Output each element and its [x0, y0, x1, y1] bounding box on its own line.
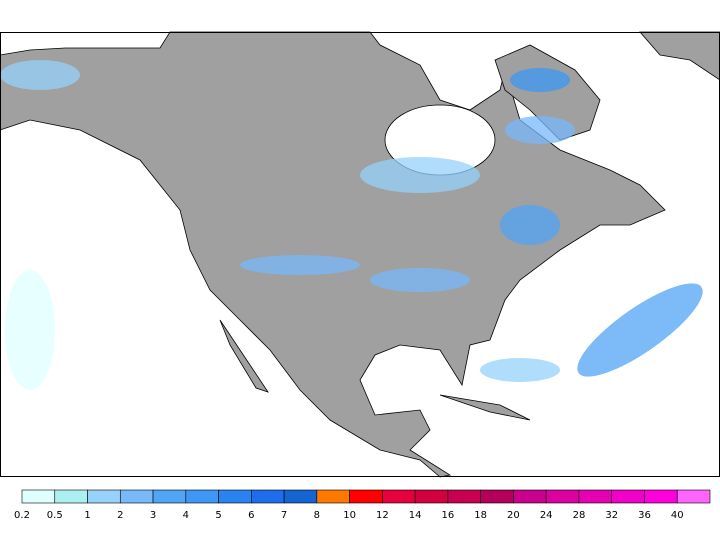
legend-label: 7 — [281, 510, 287, 521]
legend-swatch — [480, 489, 514, 504]
legend-label: 24 — [540, 510, 553, 521]
legend-label: 5 — [215, 510, 221, 521]
cuba — [439, 394, 531, 421]
legend-swatch — [119, 489, 154, 504]
legend-swatch — [218, 489, 252, 504]
legend-label: 1 — [84, 510, 90, 521]
legend-label: 20 — [507, 510, 520, 521]
land — [0, 31, 666, 478]
precip-area — [505, 116, 575, 144]
legend-label: 12 — [376, 510, 389, 521]
baja — [219, 319, 269, 393]
legend-label: 8 — [314, 510, 320, 521]
legend-label: 28 — [573, 510, 586, 521]
precip-area — [240, 255, 360, 275]
precip-area — [0, 60, 80, 90]
precip-area — [5, 270, 55, 390]
legend-swatch — [316, 489, 350, 504]
legend-swatch — [578, 489, 613, 504]
legend-swatch — [87, 489, 121, 504]
precip-area — [577, 283, 703, 377]
legend-label: 3 — [150, 510, 156, 521]
precip-area — [370, 268, 470, 292]
legend-swatch — [283, 489, 318, 504]
legend-swatch — [185, 489, 219, 504]
legend-label: 0.2 — [14, 510, 30, 521]
color-legend: 0.2 0.5 1 2 3 4 5 6 7 8 10 12 14 16 18 20 24 28 32 36 40 — [14, 489, 711, 521]
legend-swatch — [152, 489, 187, 504]
precipitation — [0, 60, 703, 390]
legend-label: 32 — [605, 510, 618, 521]
legend-label: 16 — [442, 510, 455, 521]
legend-label: 6 — [248, 510, 254, 521]
legend-swatch — [545, 489, 580, 504]
precip-area — [360, 157, 480, 193]
legend-swatch — [349, 489, 383, 504]
map — [0, 31, 720, 478]
legend-label: 40 — [671, 510, 684, 521]
legend-swatch — [54, 489, 88, 504]
legend-swatch — [644, 489, 678, 504]
legend-label: 10 — [343, 510, 356, 521]
precip-area — [500, 205, 560, 245]
baffin — [494, 44, 601, 141]
legend-label: 14 — [409, 510, 422, 521]
legend-swatch — [611, 489, 645, 504]
legend-swatch — [382, 489, 416, 504]
legend-label: 0.5 — [47, 510, 63, 521]
legend-swatch — [513, 489, 547, 504]
legend-label: 4 — [183, 510, 189, 521]
precip-area — [480, 358, 560, 382]
legend-swatch — [251, 489, 285, 504]
legend-label: 36 — [638, 510, 651, 521]
legend-swatch — [447, 489, 481, 504]
legend-swatch — [676, 489, 711, 504]
legend-swatch — [414, 489, 449, 504]
legend-swatch — [21, 489, 56, 504]
legend-label: 18 — [474, 510, 487, 521]
legend-label: 2 — [117, 510, 123, 521]
precip-area — [510, 68, 570, 92]
